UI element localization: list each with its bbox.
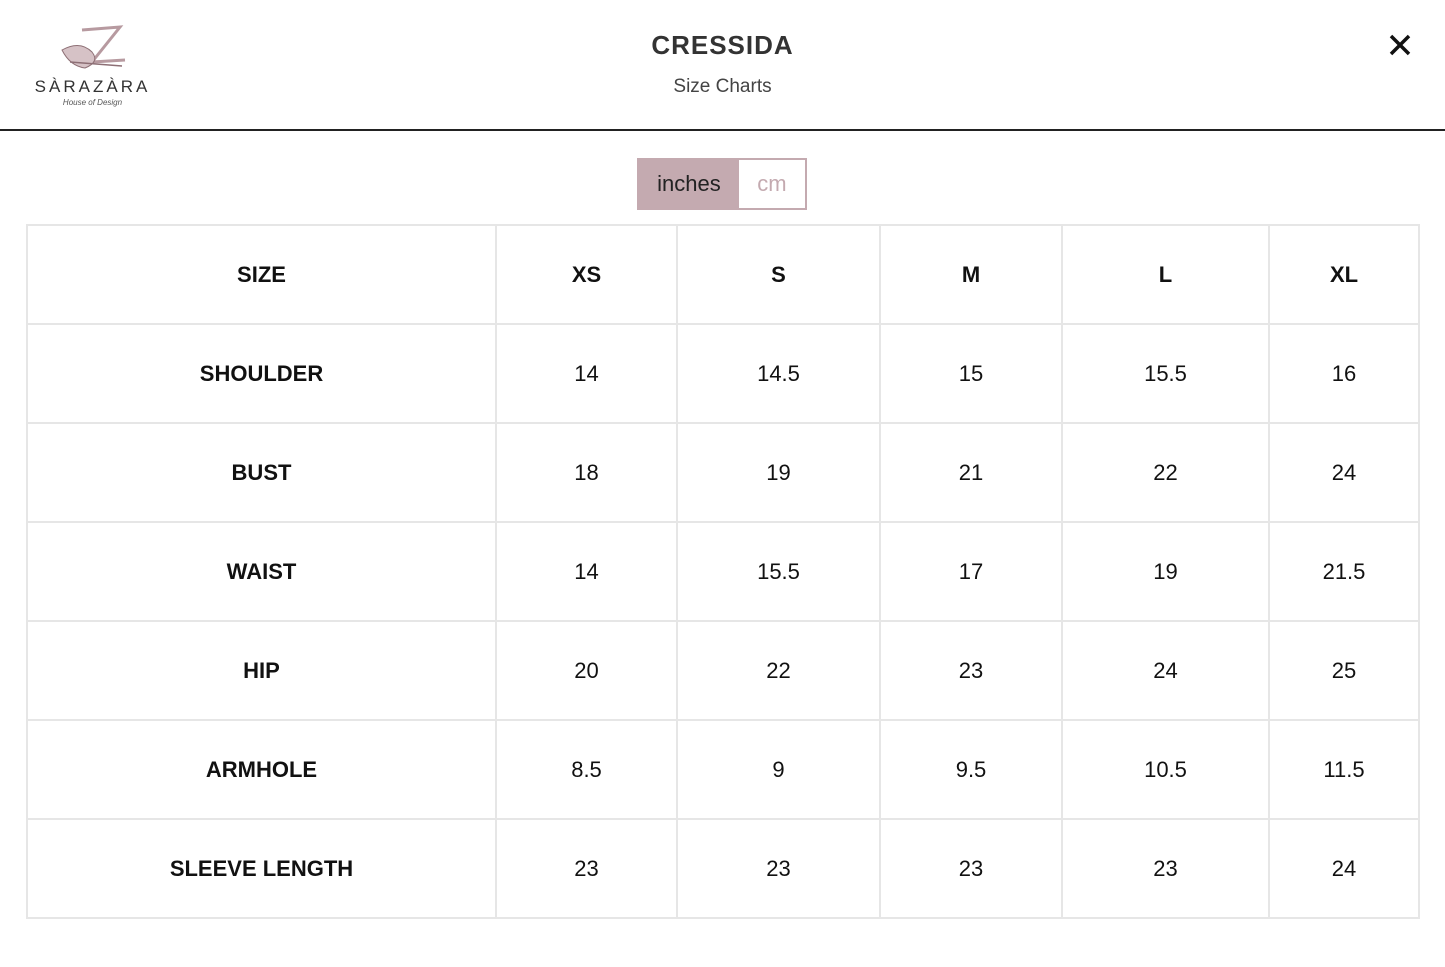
row-label: SLEEVE LENGTH [26,818,497,919]
header-row: SIZE XS S M L XL [26,224,1420,325]
column-header: L [1061,224,1270,325]
subtitle: Size Charts [673,76,772,97]
close-button[interactable] [1386,31,1414,59]
header: SÀRAZÀRA House of Design CRESSIDA Size C… [0,0,1445,131]
cell: 24 [1268,422,1420,523]
cell: 10.5 [1061,719,1270,820]
column-header: SIZE [26,224,497,325]
row-label: ARMHOLE [26,719,497,820]
table-row: ARMHOLE 8.5 9 9.5 10.5 11.5 [26,719,1420,820]
cell: 9.5 [879,719,1063,820]
cell: 17 [879,521,1063,622]
cell: 23 [1061,818,1270,919]
cell: 18 [495,422,678,523]
cell: 22 [676,620,881,721]
cell: 22 [1061,422,1270,523]
cell: 21.5 [1268,521,1420,622]
table-row: HIP 20 22 23 24 25 [26,620,1420,721]
cell: 15 [879,323,1063,424]
column-header: XL [1268,224,1420,325]
row-label: HIP [26,620,497,721]
column-header: XS [495,224,678,325]
logo-name: SÀRAZÀRA [34,77,151,96]
cell: 14 [495,521,678,622]
cell: 15.5 [1061,323,1270,424]
cell: 19 [676,422,881,523]
cell: 11.5 [1268,719,1420,820]
cell: 24 [1061,620,1270,721]
logo: SÀRAZÀRA House of Design [30,22,155,112]
cell: 21 [879,422,1063,523]
unit-option[interactable]: cm [738,160,805,208]
logo-mark [61,25,126,69]
cell: 14.5 [676,323,881,424]
cell: 8.5 [495,719,678,820]
cell: 24 [1268,818,1420,919]
row-label: SHOULDER [26,323,497,424]
cell: 16 [1268,323,1420,424]
column-header: S [676,224,881,325]
cell: 15.5 [676,521,881,622]
row-label: WAIST [26,521,497,622]
table-row: WAIST 14 15.5 17 19 21.5 [26,521,1420,622]
unit-option[interactable]: inches [639,160,739,208]
cell: 23 [879,620,1063,721]
size-table: SIZE XS S M L XL SHOULDER 14 14.5 15 15.5 16 BUST 18 1… [26,224,1420,919]
cell: 23 [676,818,881,919]
cell: 14 [495,323,678,424]
table-row: SLEEVE LENGTH 23 23 23 23 24 [26,818,1420,919]
title: CRESSIDA [651,30,794,60]
cell: 23 [495,818,678,919]
row-label: BUST [26,422,497,523]
logo-tagline: House of Design [62,98,123,107]
cell: 23 [879,818,1063,919]
cell: 9 [676,719,881,820]
column-header: M [879,224,1063,325]
unit-toggle: inches cm [637,158,807,210]
table-row: SHOULDER 14 14.5 15 15.5 16 [26,323,1420,424]
table-row: BUST 18 19 21 22 24 [26,422,1420,523]
cell: 20 [495,620,678,721]
cell: 19 [1061,521,1270,622]
cell: 25 [1268,620,1420,721]
